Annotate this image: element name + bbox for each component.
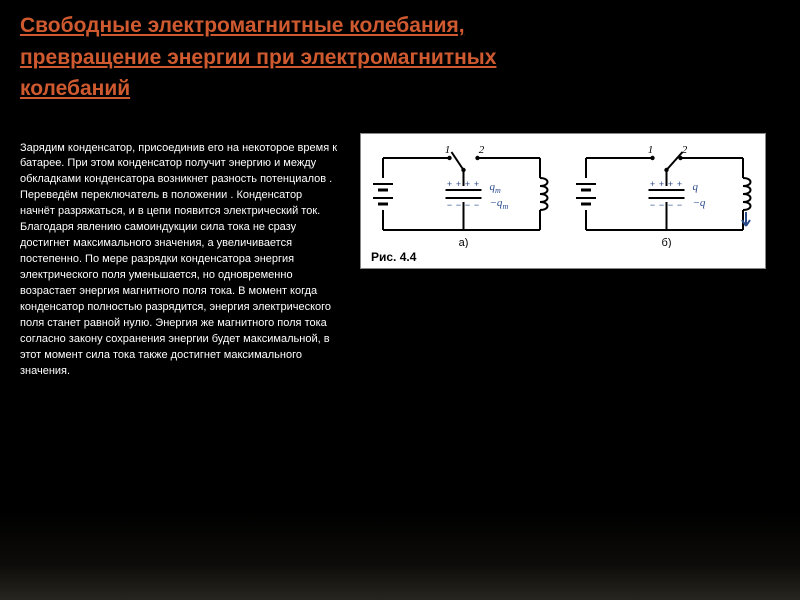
figure: + − + − + − + − 1 2 qm −qm а) + − + − + − + − 1 2 q −q…	[360, 133, 766, 269]
svg-text:+: +	[447, 179, 452, 189]
svg-text:+: +	[659, 179, 664, 189]
slide-title: Свободные электромагнитные колебания, пр…	[20, 10, 500, 105]
svg-text:q: q	[693, 181, 699, 193]
svg-text:1: 1	[445, 144, 451, 156]
svg-text:2: 2	[479, 144, 485, 156]
svg-text:б): б)	[662, 237, 672, 248]
svg-text:−qm: −qm	[490, 197, 509, 211]
circuit-diagram: + − + − + − + − 1 2 qm −qm а)	[369, 138, 554, 248]
svg-text:−: −	[677, 200, 682, 210]
svg-text:−: −	[474, 200, 479, 210]
svg-text:−: −	[668, 200, 673, 210]
svg-text:−: −	[659, 200, 664, 210]
svg-text:−: −	[465, 200, 470, 210]
svg-text:+: +	[668, 179, 673, 189]
svg-text:qm: qm	[490, 181, 502, 195]
slide: Свободные электромагнитные колебания, пр…	[0, 0, 800, 600]
svg-text:2: 2	[682, 144, 688, 156]
svg-text:−: −	[456, 200, 461, 210]
svg-text:+: +	[474, 179, 479, 189]
body-text: Зарядим конденсатор, присоединив его на …	[20, 133, 340, 380]
svg-text:а): а)	[459, 237, 469, 248]
svg-text:−: −	[447, 200, 452, 210]
svg-text:−q: −q	[693, 197, 706, 209]
circuits-container: + − + − + − + − 1 2 qm −qm а) + − + − + − + − 1 2 q −q…	[367, 138, 759, 248]
figure-caption: Рис. 4.4	[371, 250, 759, 264]
svg-text:+: +	[650, 179, 655, 189]
circuit-diagram: + − + − + − + − 1 2 q −q б)	[572, 138, 757, 248]
svg-text:1: 1	[648, 144, 654, 156]
svg-text:+: +	[465, 179, 470, 189]
svg-text:+: +	[456, 179, 461, 189]
content-row: Зарядим конденсатор, присоединив его на …	[20, 133, 780, 380]
svg-text:+: +	[677, 179, 682, 189]
svg-text:−: −	[650, 200, 655, 210]
